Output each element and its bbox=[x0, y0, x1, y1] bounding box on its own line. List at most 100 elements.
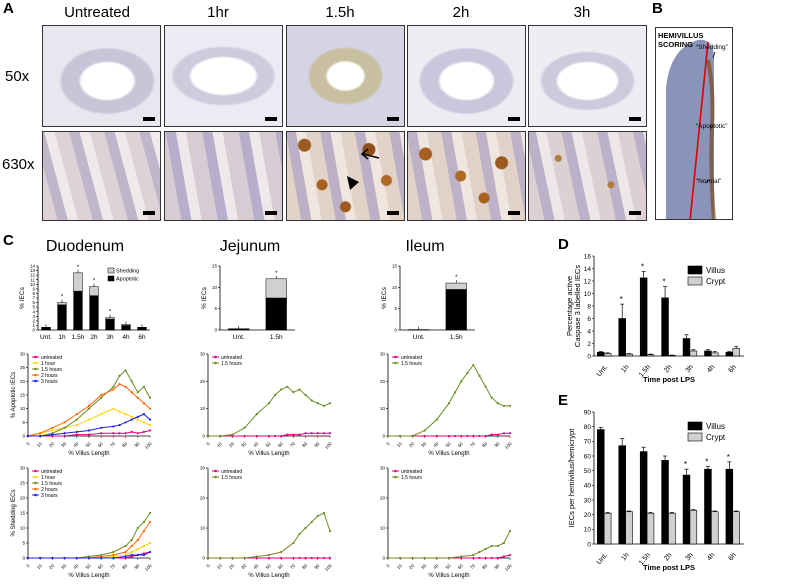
legend-marker bbox=[34, 493, 37, 497]
y-tick-label: 6 bbox=[32, 300, 35, 305]
y-tick-label: 12 bbox=[30, 273, 36, 278]
y-tick-label: 0 bbox=[382, 434, 385, 439]
legend-swatch bbox=[687, 265, 703, 275]
x-tick-label: 90 bbox=[493, 563, 500, 570]
data-point bbox=[292, 433, 295, 436]
series-line-2-hours bbox=[27, 383, 151, 437]
legend-swatch bbox=[107, 267, 115, 274]
data-point bbox=[51, 429, 54, 432]
x-tick-label: 1.5h bbox=[270, 334, 283, 341]
x-tick-label: Unt. bbox=[40, 334, 52, 341]
bar-villus bbox=[682, 474, 691, 545]
x-tick-label: 40 bbox=[252, 441, 259, 448]
x-axis-label: % Villus Length bbox=[68, 451, 109, 457]
data-point bbox=[124, 369, 127, 372]
data-point bbox=[136, 526, 139, 530]
data-point bbox=[286, 433, 289, 436]
bar-apoptotic bbox=[41, 327, 51, 331]
y-tick-label: 15 bbox=[20, 393, 26, 398]
scale-bar bbox=[143, 117, 155, 121]
bar-apoptotic bbox=[73, 290, 83, 331]
bar-villus bbox=[704, 350, 712, 357]
data-point bbox=[112, 425, 115, 428]
data-point bbox=[136, 396, 139, 399]
x-tick-label: 60 bbox=[457, 563, 464, 570]
x-tick-label: 10 bbox=[396, 441, 403, 448]
data-point bbox=[148, 550, 152, 554]
x-tick-label: 0 bbox=[205, 441, 211, 447]
data-point bbox=[51, 426, 54, 429]
data-point bbox=[484, 434, 487, 438]
data-point bbox=[472, 553, 475, 557]
significance-star: * bbox=[620, 295, 623, 304]
x-tick-label: 50 bbox=[85, 441, 92, 448]
bar-crypt bbox=[689, 350, 698, 357]
panel-label-e: E bbox=[558, 392, 569, 409]
panel-label-c: C bbox=[3, 232, 14, 249]
red-scoring-line bbox=[689, 41, 709, 219]
data-point bbox=[136, 418, 139, 421]
x-tick-label: 30 bbox=[420, 441, 427, 448]
data-point bbox=[298, 556, 301, 560]
y-tick-label: 0 bbox=[587, 541, 591, 548]
x-tick-label: 0 bbox=[25, 441, 31, 447]
column-title-1hr: 1hr bbox=[207, 4, 229, 21]
y-tick-label: 0 bbox=[202, 434, 205, 439]
data-point bbox=[87, 429, 91, 432]
data-point bbox=[206, 434, 210, 438]
bar-villus bbox=[639, 277, 648, 357]
bar-crypt bbox=[689, 509, 698, 545]
x-tick-label: 20 bbox=[228, 563, 235, 570]
data-point bbox=[328, 402, 332, 405]
x-tick-label: 50 bbox=[85, 563, 92, 570]
region-title-duodenum: Duodenum bbox=[45, 238, 125, 255]
data-point bbox=[328, 432, 332, 435]
data-point bbox=[255, 434, 258, 438]
apoptotic-pointer bbox=[709, 125, 713, 129]
scale-bar bbox=[387, 211, 399, 215]
data-point bbox=[142, 385, 145, 388]
bar-apoptotic bbox=[137, 327, 147, 331]
scale-bar bbox=[629, 117, 641, 121]
y-tick-label: 4 bbox=[32, 309, 35, 314]
y-tick-label: 30 bbox=[20, 466, 26, 471]
bar-crypt bbox=[711, 511, 719, 545]
data-point bbox=[219, 556, 222, 560]
bar-crypt bbox=[646, 354, 655, 357]
panel-label-b: B bbox=[652, 0, 663, 17]
x-tick-label: 100 bbox=[144, 441, 153, 450]
data-point bbox=[148, 429, 152, 432]
data-point bbox=[304, 432, 307, 435]
x-tick-label: 40 bbox=[72, 441, 79, 448]
x-tick-label: Unt. bbox=[233, 334, 245, 341]
series-line-1-hour bbox=[27, 408, 151, 437]
data-point bbox=[435, 434, 438, 438]
data-point bbox=[136, 415, 139, 418]
data-point bbox=[322, 404, 325, 408]
data-point bbox=[454, 391, 457, 394]
legend-marker bbox=[394, 355, 397, 359]
data-point bbox=[231, 433, 234, 436]
x-tick-label: 4h bbox=[706, 552, 716, 563]
y-tick-label: 90 bbox=[584, 409, 592, 416]
y-tick-label: 80 bbox=[584, 424, 592, 431]
x-tick-label: 70 bbox=[109, 563, 116, 570]
y-tick-label: 10 bbox=[212, 285, 218, 290]
bar-crypt bbox=[646, 512, 655, 545]
data-point bbox=[112, 550, 115, 554]
data-point bbox=[112, 385, 115, 388]
bar-crypt bbox=[668, 512, 676, 545]
data-point bbox=[292, 541, 295, 545]
data-point bbox=[423, 556, 426, 560]
data-point bbox=[274, 434, 277, 438]
data-point bbox=[490, 544, 493, 548]
bar-villus bbox=[704, 468, 712, 545]
data-point bbox=[148, 418, 152, 421]
data-point bbox=[322, 556, 325, 560]
data-point bbox=[87, 407, 91, 410]
data-point bbox=[130, 391, 133, 394]
legend-marker bbox=[34, 361, 37, 365]
x-tick-label: 3h bbox=[685, 364, 695, 375]
x-tick-label: 2h bbox=[663, 364, 673, 375]
